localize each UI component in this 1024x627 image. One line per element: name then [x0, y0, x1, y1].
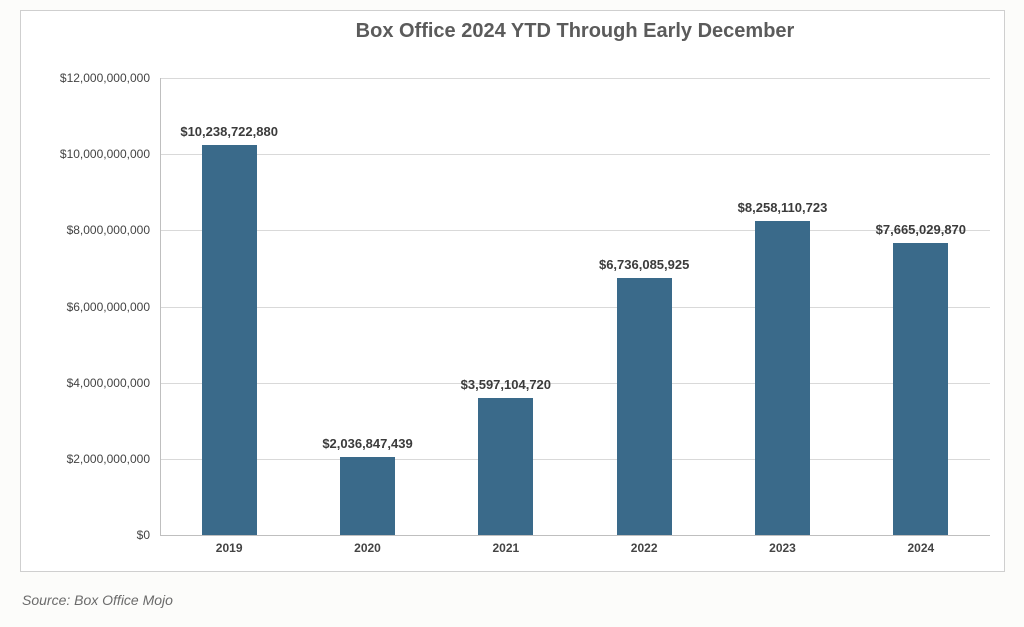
bar-value-label-2019: $10,238,722,880 [149, 124, 309, 139]
ytick-label: $10,000,000,000 [24, 147, 150, 161]
bar-value-label-2020: $2,036,847,439 [288, 436, 448, 451]
y-axis [160, 78, 161, 535]
gridline [160, 459, 990, 460]
bar-2020 [340, 457, 395, 535]
ytick-label: $8,000,000,000 [24, 223, 150, 237]
ytick-label: $12,000,000,000 [24, 71, 150, 85]
xtick-label-2022: 2022 [604, 541, 684, 555]
bar-2021 [478, 398, 533, 535]
gridline [160, 154, 990, 155]
xtick-label-2021: 2021 [466, 541, 546, 555]
bar-2022 [617, 278, 672, 535]
ytick-label: $4,000,000,000 [24, 376, 150, 390]
xtick-label-2023: 2023 [743, 541, 823, 555]
bar-value-label-2022: $6,736,085,925 [564, 257, 724, 272]
gridline [160, 307, 990, 308]
bar-value-label-2023: $8,258,110,723 [703, 200, 863, 215]
xtick-label-2020: 2020 [328, 541, 408, 555]
source-note: Source: Box Office Mojo [22, 592, 173, 608]
x-axis [160, 535, 990, 536]
bar-2023 [755, 221, 810, 535]
bar-value-label-2024: $7,665,029,870 [841, 222, 1001, 237]
bar-value-label-2021: $3,597,104,720 [426, 377, 586, 392]
ytick-label: $2,000,000,000 [24, 452, 150, 466]
bar-2019 [202, 145, 257, 535]
xtick-label-2024: 2024 [881, 541, 961, 555]
bar-2024 [893, 243, 948, 535]
chart-title: Box Office 2024 YTD Through Early Decemb… [160, 20, 990, 43]
ytick-label: $6,000,000,000 [24, 300, 150, 314]
gridline [160, 78, 990, 79]
ytick-label: $0 [24, 528, 150, 542]
xtick-label-2019: 2019 [189, 541, 269, 555]
